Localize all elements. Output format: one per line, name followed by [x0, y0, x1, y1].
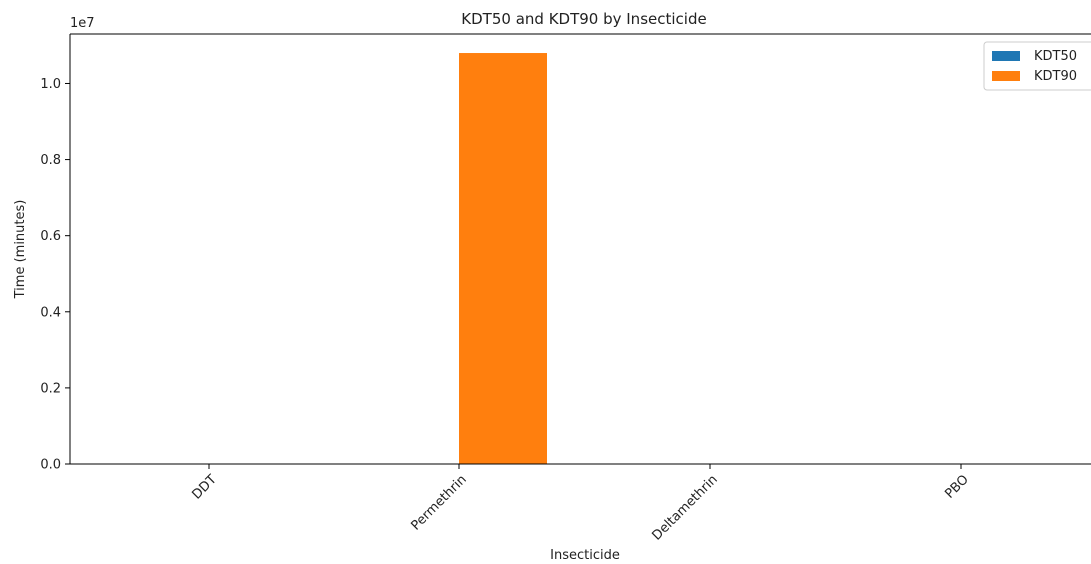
legend-label-kdt50: KDT50 — [1034, 49, 1077, 64]
y-tick-label: 0.6 — [40, 229, 61, 244]
x-tick-label: DDT — [189, 472, 219, 502]
bars-group — [459, 53, 547, 464]
y-tick-label: 0.0 — [40, 458, 61, 473]
legend-label-kdt90: KDT90 — [1034, 69, 1077, 84]
y-axis-label: Time (minutes) — [13, 200, 28, 300]
x-tick-label: Deltamethrin — [649, 472, 720, 543]
legend: KDT50 KDT90 — [983, 41, 1091, 91]
x-axis-label: Insecticide — [550, 548, 620, 563]
x-tick-label: Permethrin — [409, 472, 470, 533]
axes-group — [69, 33, 1091, 465]
bar-kdt90-permethrin — [459, 53, 547, 464]
y-tick-label: 0.8 — [40, 153, 61, 168]
y-offset-label: 1e7 — [70, 16, 95, 31]
chart-title: KDT50 and KDT90 by Insecticide — [461, 10, 706, 28]
x-ticks-group: DDT Permethrin Deltamethrin PBO — [189, 464, 972, 544]
y-tick-label: 0.2 — [40, 381, 61, 396]
legend-swatch-kdt50 — [992, 51, 1020, 61]
y-tick-label: 1.0 — [40, 77, 61, 92]
y-tick-label: 0.4 — [40, 305, 61, 320]
x-tick-label: PBO — [942, 472, 972, 502]
y-ticks-group: 0.0 0.2 0.4 0.6 0.8 1.0 — [40, 77, 70, 473]
legend-swatch-kdt90 — [992, 71, 1020, 81]
